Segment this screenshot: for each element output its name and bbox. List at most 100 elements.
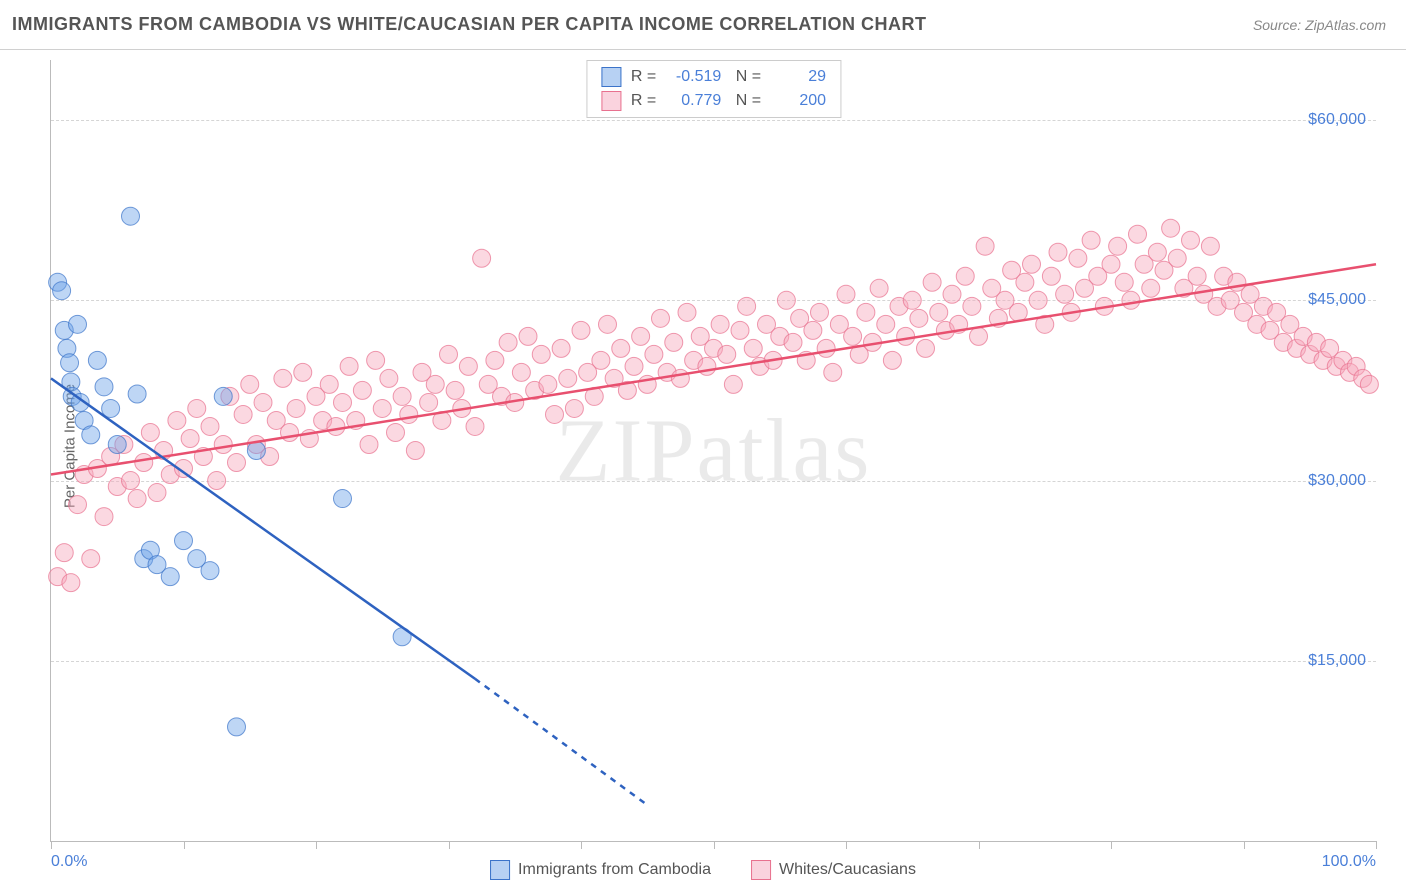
data-point	[711, 315, 729, 333]
data-point	[1023, 255, 1041, 273]
data-point	[910, 309, 928, 327]
x-tick	[449, 841, 450, 849]
data-point	[373, 399, 391, 417]
source-credit: Source: ZipAtlas.com	[1253, 17, 1386, 33]
data-point	[652, 309, 670, 327]
series-legend: Immigrants from Cambodia Whites/Caucasia…	[490, 860, 916, 880]
data-point	[784, 333, 802, 351]
data-point	[632, 327, 650, 345]
x-tick	[51, 841, 52, 849]
swatch-pink-icon	[601, 91, 621, 111]
data-point	[128, 490, 146, 508]
data-point	[857, 303, 875, 321]
data-point	[188, 399, 206, 417]
data-point	[970, 327, 988, 345]
data-point	[665, 333, 683, 351]
data-point	[738, 297, 756, 315]
data-point	[201, 417, 219, 435]
data-point	[95, 378, 113, 396]
data-point	[1009, 303, 1027, 321]
data-point	[956, 267, 974, 285]
data-point	[466, 417, 484, 435]
data-point	[473, 249, 491, 267]
data-point	[777, 291, 795, 309]
data-point	[1082, 231, 1100, 249]
x-tick-label: 100.0%	[1322, 853, 1376, 871]
data-point	[128, 385, 146, 403]
data-point	[1016, 273, 1034, 291]
legend-item-blue: Immigrants from Cambodia	[490, 860, 711, 880]
data-point	[1142, 279, 1160, 297]
x-tick	[1111, 841, 1112, 849]
data-point	[671, 369, 689, 387]
data-point	[420, 393, 438, 411]
data-point	[426, 375, 444, 393]
data-point	[55, 544, 73, 562]
data-point	[1360, 375, 1378, 393]
data-point	[731, 321, 749, 339]
data-point	[532, 345, 550, 363]
data-point	[824, 363, 842, 381]
x-tick	[184, 841, 185, 849]
data-point	[320, 375, 338, 393]
data-point	[201, 562, 219, 580]
data-point	[340, 357, 358, 375]
legend-row-pink: R = 0.779 N = 200	[601, 89, 826, 113]
data-point	[963, 297, 981, 315]
data-point	[844, 327, 862, 345]
data-point	[877, 315, 895, 333]
data-point	[1188, 267, 1206, 285]
data-point	[108, 435, 126, 453]
data-point	[135, 454, 153, 472]
data-point	[69, 315, 87, 333]
data-point	[1102, 255, 1120, 273]
data-point	[1201, 237, 1219, 255]
trend-line	[51, 264, 1376, 474]
data-point	[1109, 237, 1127, 255]
data-point	[883, 351, 901, 369]
x-tick	[1244, 841, 1245, 849]
data-point	[645, 345, 663, 363]
data-point	[499, 333, 517, 351]
data-point	[122, 472, 140, 490]
legend-label: Immigrants from Cambodia	[518, 861, 711, 879]
data-point	[837, 285, 855, 303]
data-point	[572, 321, 590, 339]
x-tick	[846, 841, 847, 849]
data-point	[897, 327, 915, 345]
data-point	[559, 369, 577, 387]
data-point	[181, 429, 199, 447]
data-point	[519, 327, 537, 345]
x-tick-label: 0.0%	[51, 853, 87, 871]
data-point	[440, 345, 458, 363]
data-point	[214, 435, 232, 453]
data-point	[817, 339, 835, 357]
data-point	[546, 405, 564, 423]
chart-header: IMMIGRANTS FROM CAMBODIA VS WHITE/CAUCAS…	[0, 0, 1406, 50]
data-point	[486, 351, 504, 369]
data-point	[811, 303, 829, 321]
data-point	[294, 363, 312, 381]
data-point	[1148, 243, 1166, 261]
data-point	[1162, 219, 1180, 237]
chart-title: IMMIGRANTS FROM CAMBODIA VS WHITE/CAUCAS…	[12, 14, 926, 35]
data-point	[459, 357, 477, 375]
trend-line	[475, 679, 647, 805]
data-point	[718, 345, 736, 363]
data-point	[804, 321, 822, 339]
data-point	[334, 393, 352, 411]
data-point	[141, 423, 159, 441]
data-point	[724, 375, 742, 393]
data-point	[612, 339, 630, 357]
data-point	[539, 375, 557, 393]
data-point	[61, 354, 79, 372]
data-point	[625, 357, 643, 375]
correlation-legend: R = -0.519 N = 29 R = 0.779 N = 200	[586, 60, 841, 118]
legend-label: Whites/Caucasians	[779, 861, 916, 879]
data-point	[943, 285, 961, 303]
data-point	[353, 381, 371, 399]
data-point	[930, 303, 948, 321]
data-point	[327, 417, 345, 435]
data-point	[62, 574, 80, 592]
plot-area: ZIPatlas R = -0.519 N = 29 R = 0.779 N =…	[50, 60, 1376, 842]
